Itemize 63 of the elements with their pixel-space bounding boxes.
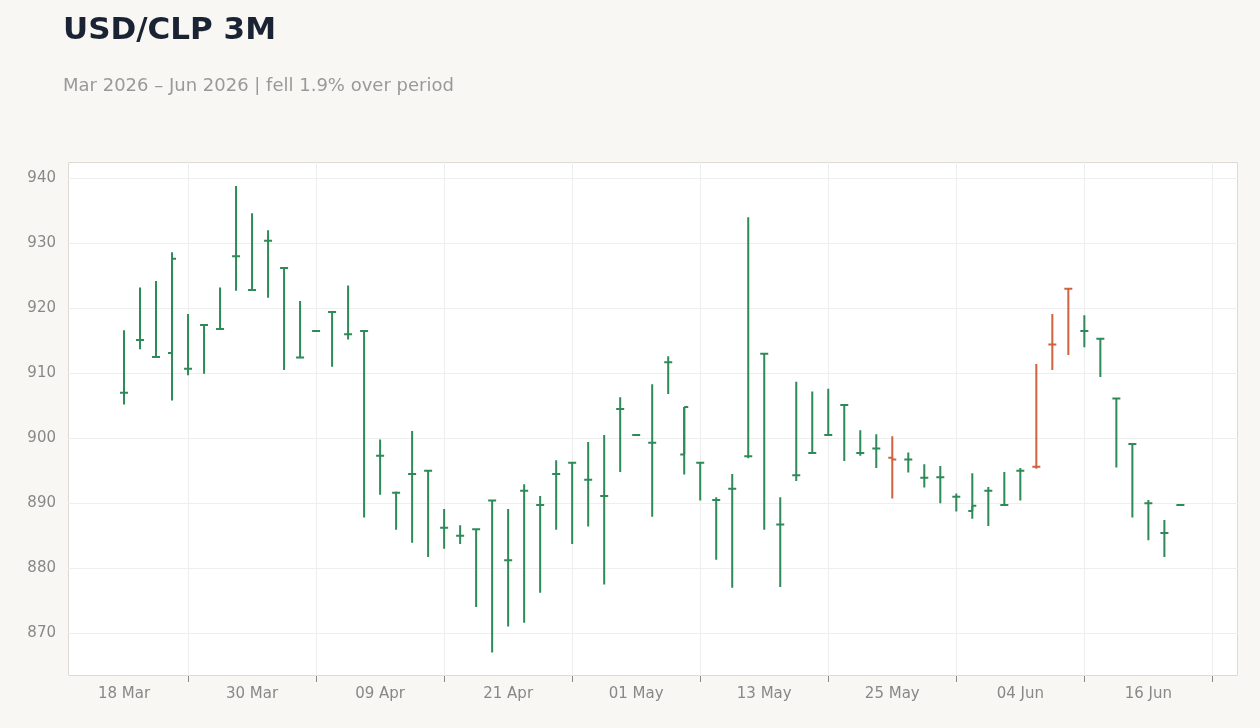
candlestick	[375, 438, 386, 496]
y-tick-label: 880	[27, 558, 56, 577]
candlestick	[999, 470, 1010, 507]
candlestick	[439, 508, 450, 550]
x-tick-label: 18 Mar	[97, 683, 151, 702]
candlestick	[471, 528, 482, 609]
candlestick	[727, 472, 738, 589]
y-tick-label: 890	[27, 493, 56, 512]
y-tick-label: 900	[27, 428, 56, 447]
x-tick-label: 30 Mar	[225, 683, 279, 702]
candlestick	[535, 495, 546, 594]
candlestick	[615, 396, 626, 473]
x-tick-label: 25 May	[864, 683, 920, 702]
candlestick	[343, 284, 354, 341]
candlestick	[455, 524, 466, 546]
candlestick	[263, 229, 274, 299]
candlestick	[599, 433, 610, 586]
candlestick	[935, 465, 946, 505]
candlestick	[231, 185, 242, 292]
y-tick-label: 910	[27, 363, 56, 382]
candlestick	[871, 433, 882, 470]
candlestick	[1079, 314, 1090, 349]
x-tick-label: 13 May	[736, 683, 792, 702]
chart-title: USD/CLP 3M	[63, 10, 276, 46]
candlestick	[519, 483, 530, 624]
y-tick-label: 930	[27, 233, 56, 252]
candlestick	[215, 286, 226, 330]
candlestick	[407, 430, 418, 544]
candlestick	[1143, 498, 1154, 542]
y-tick-label: 940	[27, 168, 56, 187]
y-tick-label: 920	[27, 298, 56, 317]
candlestick	[1175, 504, 1186, 507]
candlestick	[1159, 519, 1170, 559]
candlestick	[503, 508, 514, 628]
candlestick	[551, 459, 562, 531]
candlestick	[199, 324, 210, 375]
candlestick	[919, 463, 930, 489]
candlestick	[327, 311, 338, 368]
chart-subtitle: Mar 2026 – Jun 2026 | fell 1.9% over period	[63, 74, 454, 95]
x-tick-label: 09 Apr	[355, 683, 406, 702]
candlestick	[807, 390, 818, 455]
x-tick-label: 21 Apr	[483, 683, 534, 702]
candlestick	[1047, 313, 1058, 371]
x-tick-label: 04 Jun	[996, 683, 1044, 702]
candlestick	[951, 492, 962, 513]
candlestick	[983, 485, 994, 527]
y-tick-label: 870	[27, 623, 56, 641]
candlestick	[903, 451, 914, 474]
candlestick	[743, 216, 754, 460]
candlestick	[663, 355, 674, 395]
candlestick	[135, 286, 146, 351]
candlestick	[247, 212, 258, 292]
candlestick	[119, 329, 130, 406]
candlestick	[791, 380, 802, 483]
x-tick-label: 01 May	[608, 683, 664, 702]
candlestick	[775, 496, 786, 588]
candlestick	[647, 383, 658, 518]
candlestick	[839, 404, 850, 462]
candlestick	[1127, 443, 1138, 519]
candlestick	[855, 429, 866, 457]
x-tick-label: 16 Jun	[1124, 683, 1173, 702]
candlestick	[183, 313, 194, 377]
candlestick	[583, 441, 594, 528]
